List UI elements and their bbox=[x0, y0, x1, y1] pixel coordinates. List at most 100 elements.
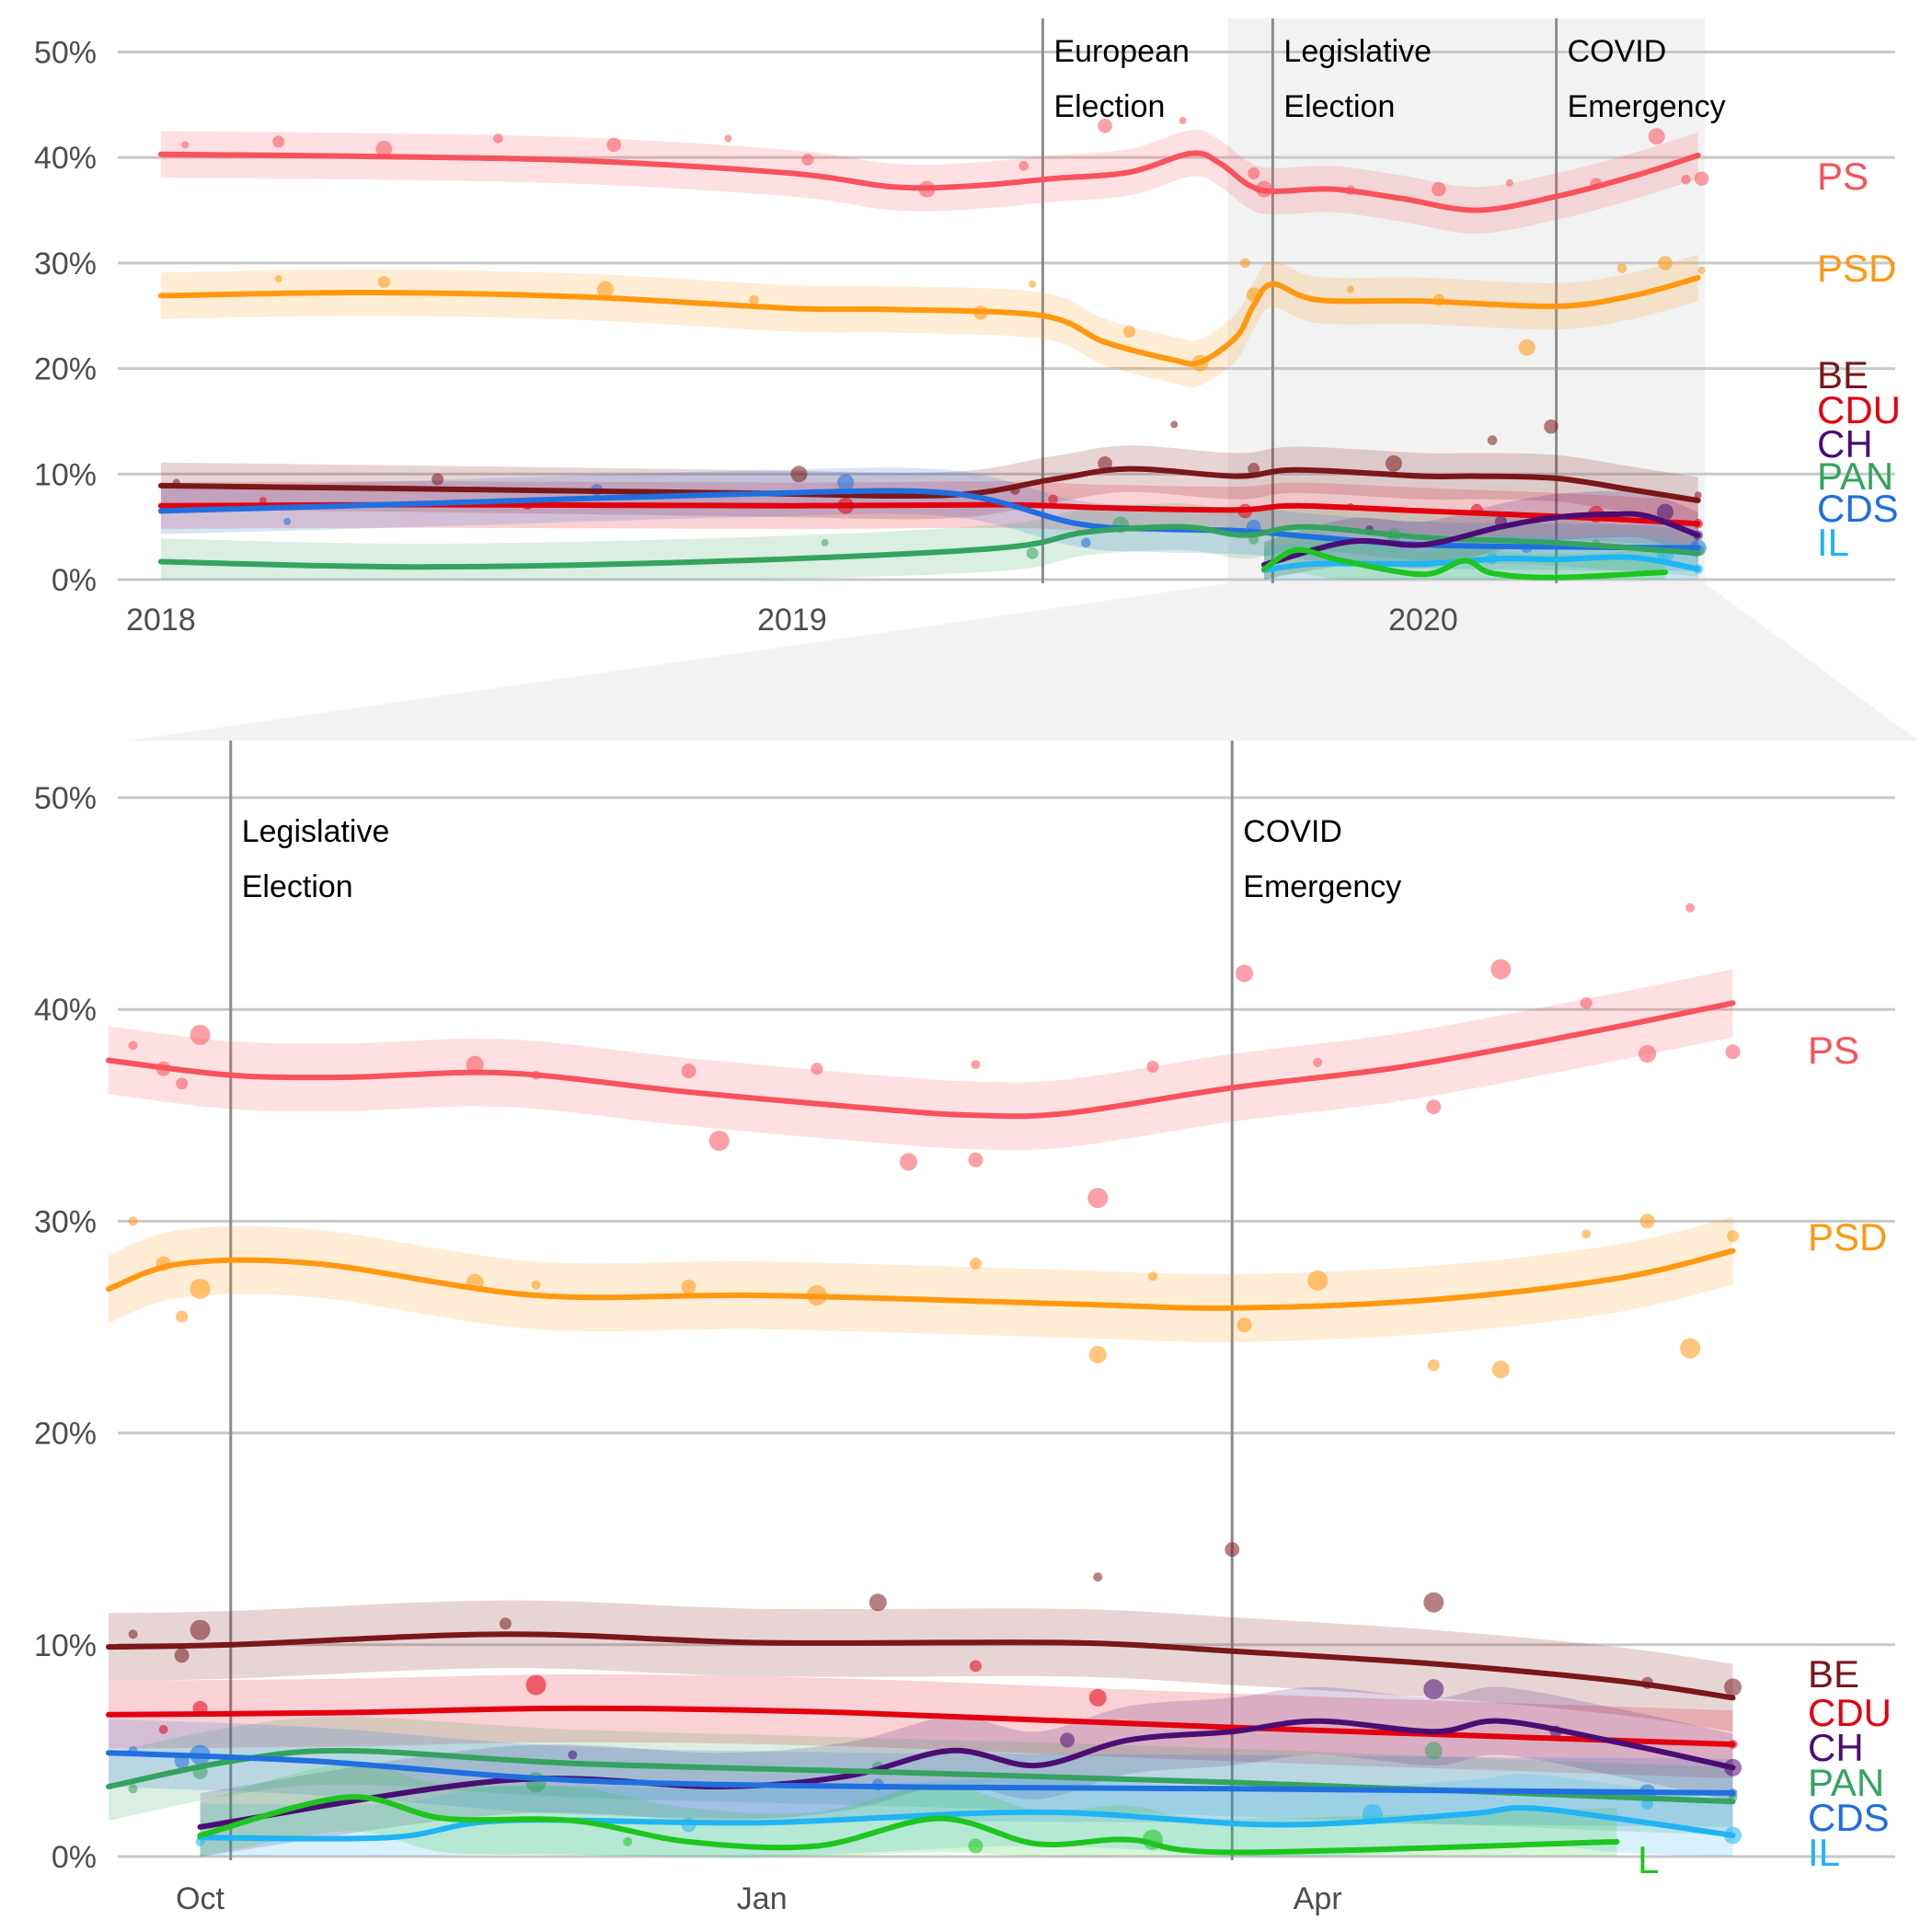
trend-line-il bbox=[197, 1805, 1736, 1842]
event-label: Legislative bbox=[242, 814, 390, 849]
series-label-ps: PS bbox=[1808, 1029, 1859, 1072]
series-label-il: IL bbox=[1808, 1831, 1840, 1874]
series-label-cdu: CDU bbox=[1808, 1691, 1892, 1734]
poll-point-psd bbox=[531, 1280, 541, 1290]
poll-point-psd bbox=[1122, 325, 1135, 338]
event-label: Legislative bbox=[1283, 34, 1432, 69]
series-label-cdu: CDU bbox=[1817, 388, 1901, 431]
poll-point-cdu bbox=[1088, 1688, 1107, 1707]
y-tick-label: 20% bbox=[34, 1417, 97, 1452]
series-label-pan: PAN bbox=[1808, 1761, 1884, 1804]
poll-point-ps bbox=[1685, 903, 1696, 913]
poll-point-ps bbox=[1505, 178, 1513, 187]
poll-point-be bbox=[1248, 463, 1260, 476]
poll-point-psd bbox=[1697, 266, 1706, 274]
confidence-band-pan bbox=[160, 503, 1698, 581]
poll-point-be bbox=[1694, 491, 1702, 500]
trend-line-be bbox=[106, 1631, 1736, 1701]
poll-point-ps bbox=[1146, 1060, 1159, 1073]
poll-point-be bbox=[1487, 435, 1498, 445]
poll-point-ps bbox=[681, 1063, 696, 1078]
poll-point-psd bbox=[1307, 1270, 1328, 1291]
poll-point-cdu bbox=[259, 496, 267, 504]
y-tick-label: 10% bbox=[34, 457, 97, 492]
confidence-band-psd bbox=[109, 1216, 1733, 1342]
confidence-band-psd bbox=[160, 254, 1698, 387]
poll-point-ps bbox=[1432, 181, 1446, 197]
poll-point-psd bbox=[1518, 339, 1535, 356]
poll-point-pan bbox=[821, 538, 829, 546]
poll-point-psd bbox=[1658, 256, 1673, 270]
confidence-band-ps bbox=[109, 969, 1733, 1151]
poll-point-ps bbox=[1179, 117, 1187, 125]
poll-point-be bbox=[1385, 454, 1402, 472]
y-tick-label: 50% bbox=[34, 781, 97, 816]
x-tick-label: Oct bbox=[176, 1881, 224, 1916]
poll-point-psd bbox=[1236, 1317, 1252, 1333]
poll-point-psd bbox=[1088, 1345, 1107, 1363]
poll-point-ps bbox=[176, 1077, 189, 1090]
event-label: Election bbox=[1053, 89, 1165, 124]
poll-point-ps bbox=[1313, 1057, 1323, 1067]
poll-point-ps bbox=[724, 134, 732, 143]
poll-point-psd bbox=[1427, 1359, 1440, 1372]
poll-point-psd bbox=[377, 276, 390, 289]
poll-point-psd bbox=[1680, 1338, 1701, 1359]
poll-point-be bbox=[499, 1617, 512, 1630]
confidence-band-cdu bbox=[109, 1674, 1733, 1778]
poll-point-psd bbox=[176, 1310, 189, 1323]
poll-point-ps bbox=[375, 141, 393, 157]
poll-point-psd bbox=[1029, 280, 1037, 288]
x-tick-label: 2019 bbox=[757, 603, 827, 638]
poll-point-ps bbox=[708, 1130, 730, 1151]
poll-point-ps bbox=[493, 133, 503, 144]
y-tick-label: 20% bbox=[34, 352, 97, 387]
poll-point-psd bbox=[1491, 1361, 1510, 1379]
trend-line-cdu bbox=[106, 1705, 1736, 1747]
event-label: COVID bbox=[1568, 34, 1667, 69]
poll-point-ps bbox=[190, 1024, 211, 1045]
series-label-il: IL bbox=[1817, 521, 1849, 564]
event-label: European bbox=[1053, 34, 1189, 69]
trend-line-psd bbox=[106, 1248, 1736, 1311]
poll-point-ps bbox=[1648, 128, 1665, 145]
poll-point-be bbox=[1098, 456, 1112, 471]
series-label-pan: PAN bbox=[1817, 454, 1893, 498]
poll-point-psd bbox=[1346, 285, 1354, 293]
event-label: Election bbox=[1283, 89, 1395, 124]
poll-point-pan bbox=[1424, 1742, 1443, 1760]
poll-point-cdu bbox=[1048, 494, 1059, 505]
poll-point-cds bbox=[1081, 537, 1091, 548]
series-label-cds: CDS bbox=[1817, 487, 1899, 530]
x-tick-label: 2020 bbox=[1388, 603, 1458, 638]
poll-point-psd bbox=[1581, 1229, 1592, 1239]
poll-point-ps bbox=[1018, 161, 1029, 171]
series-label-cds: CDS bbox=[1808, 1796, 1890, 1839]
trend-line-cds bbox=[157, 488, 1701, 551]
poll-point-be bbox=[1423, 1592, 1444, 1613]
poll-point-cds bbox=[283, 517, 292, 525]
y-tick-label: 0% bbox=[52, 1840, 97, 1875]
poll-point-cdu bbox=[970, 1660, 983, 1673]
poll-point-psd bbox=[970, 1257, 983, 1270]
trend-line-psd bbox=[157, 274, 1701, 367]
poll-point-ps bbox=[968, 1152, 983, 1167]
poll-point-ps bbox=[1236, 964, 1254, 983]
poll-point-psd bbox=[190, 1279, 211, 1300]
y-tick-label: 40% bbox=[34, 993, 97, 1028]
trend-line-cds bbox=[106, 1750, 1736, 1796]
series-label-ps: PS bbox=[1817, 155, 1869, 198]
poll-point-ch bbox=[1657, 503, 1674, 521]
poll-point-be bbox=[190, 1619, 211, 1640]
poll-point-ps bbox=[971, 1060, 981, 1070]
poll-point-be bbox=[1724, 1678, 1742, 1696]
confidence-band-cds bbox=[160, 467, 1698, 571]
trend-line-ch bbox=[1261, 511, 1701, 568]
series-label-ch: CH bbox=[1817, 422, 1873, 466]
poll-point-ch bbox=[568, 1750, 578, 1760]
poll-point-pan bbox=[128, 1784, 138, 1794]
poll-point-ps bbox=[606, 137, 622, 153]
trend-line-cdu bbox=[157, 501, 1701, 527]
poll-point-cdu bbox=[158, 1724, 168, 1734]
